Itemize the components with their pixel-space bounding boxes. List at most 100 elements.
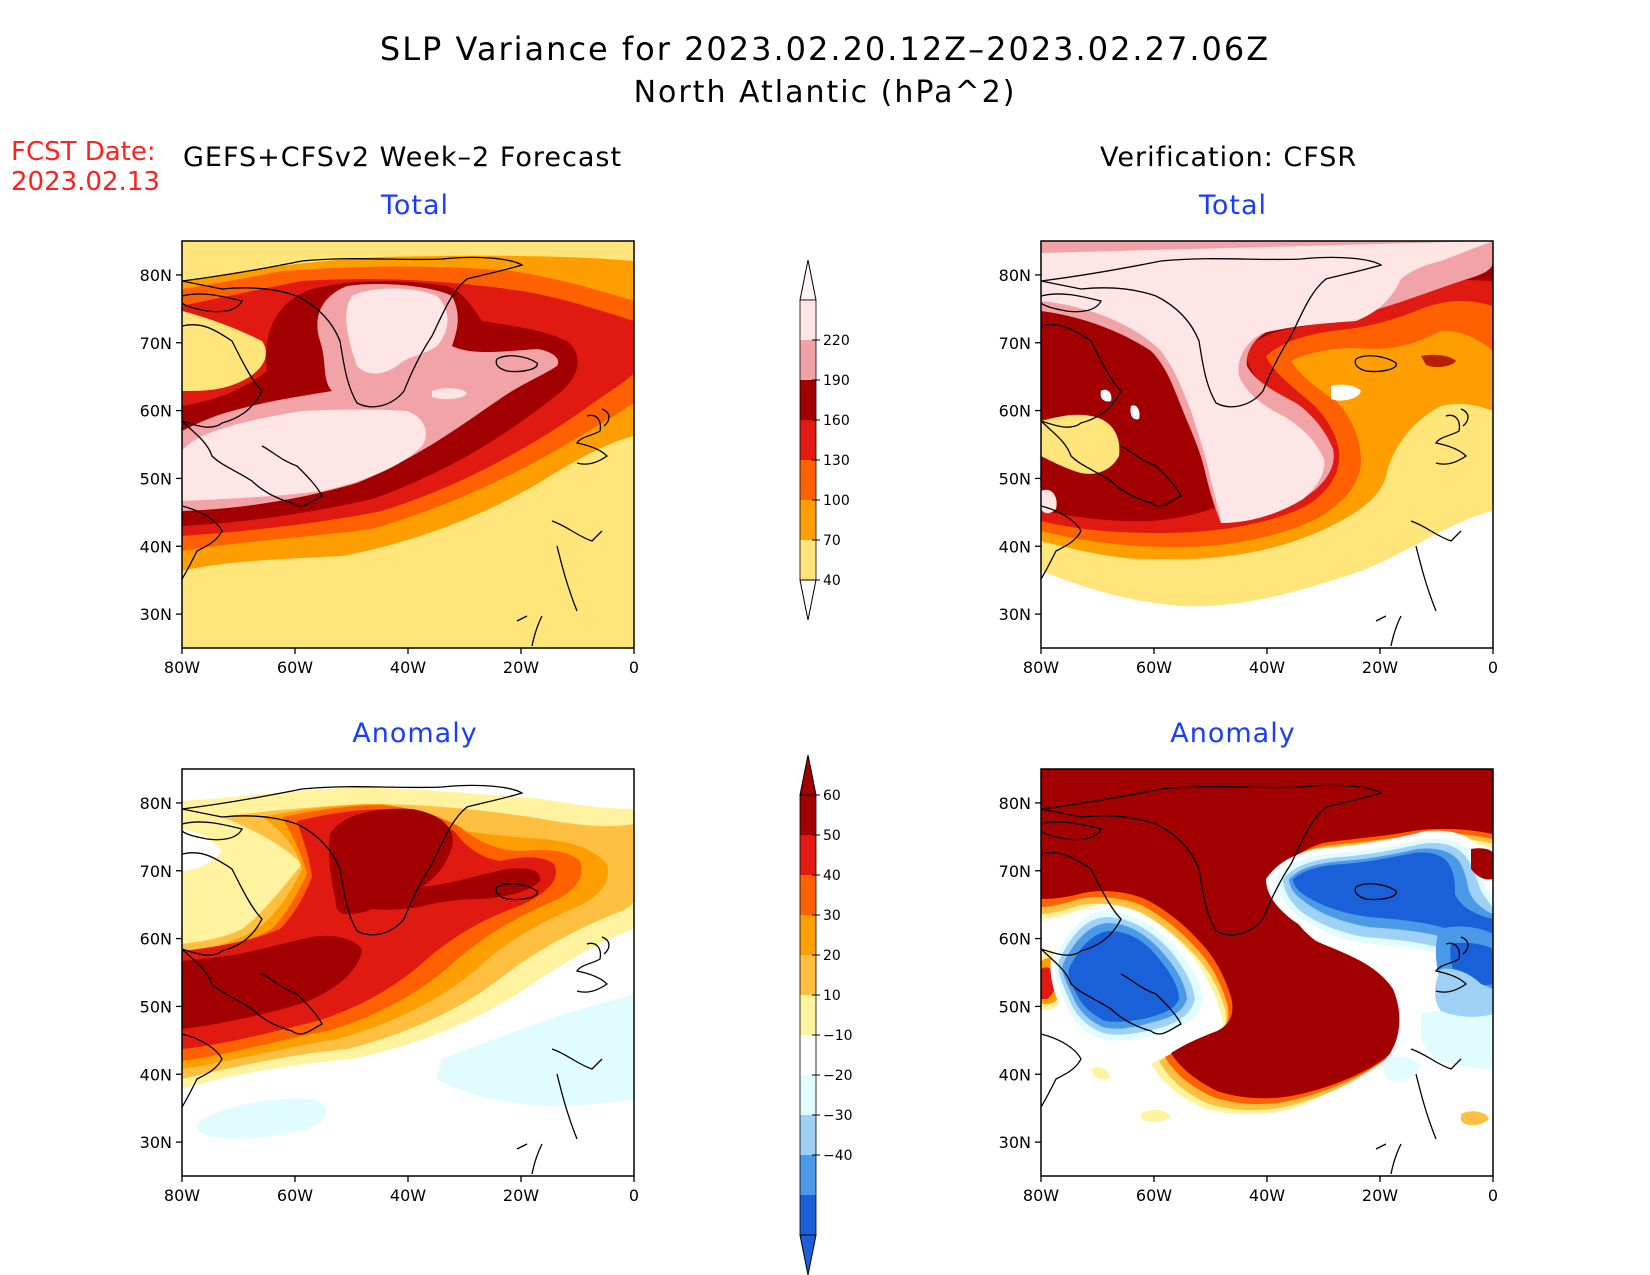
- lat-tick-label: 70N: [999, 862, 1031, 881]
- colorbar-level-label: 40: [823, 573, 841, 589]
- colorbar-level-label: −20: [823, 1068, 853, 1084]
- lat-tick-label: 30N: [999, 605, 1031, 624]
- colorbar-level-label: 60: [823, 788, 841, 804]
- lon-tick-label: 20W: [503, 1186, 539, 1205]
- verification-total-panel: 80N 70N 60N 50N 40N 30N 80W 60W 40W 20W 0: [999, 240, 1498, 677]
- colorbar-level-label: 40: [823, 868, 841, 884]
- colorbar-segment: [800, 1035, 816, 1075]
- lon-tick-label: 80W: [1023, 658, 1059, 677]
- colorbar-level-label: 10: [823, 988, 841, 1004]
- lat-tick-label: 50N: [999, 997, 1031, 1016]
- colorbar-level-label: 100: [823, 493, 850, 509]
- lon-tick-label: 0: [1488, 1186, 1498, 1205]
- total-colorbar: 220 190 160 130 100 70 40: [799, 259, 850, 621]
- verification-header: Verification: CFSR: [1100, 142, 1358, 173]
- lat-tick-label: 60N: [140, 402, 172, 421]
- lon-tick-label: 40W: [390, 658, 426, 677]
- lat-tick-label: 50N: [999, 469, 1031, 488]
- lat-tick-label: 70N: [999, 334, 1031, 353]
- lat-tick-label: 40N: [999, 537, 1031, 556]
- verification-anomaly-axes: 80N 70N 60N 50N 40N 30N 80W 60W 40W 20W 0: [999, 794, 1498, 1205]
- lat-tick-label: 40N: [999, 1065, 1031, 1084]
- lat-tick-label: 30N: [140, 605, 172, 624]
- lat-tick-label: 50N: [140, 469, 172, 488]
- lat-tick-label: 80N: [999, 266, 1031, 285]
- lon-tick-label: 0: [629, 1186, 639, 1205]
- colorbar-segment: [800, 875, 816, 915]
- lat-tick-label: 40N: [140, 1065, 172, 1084]
- lat-tick-label: 60N: [999, 402, 1031, 421]
- colorbar-level-label: −40: [823, 1148, 853, 1164]
- lat-tick-label: 70N: [140, 862, 172, 881]
- colorbar-segment: [800, 995, 816, 1035]
- lat-tick-label: 60N: [140, 930, 172, 949]
- lon-tick-label: 80W: [164, 1186, 200, 1205]
- lat-tick-label: 80N: [999, 794, 1031, 813]
- lat-tick-label: 30N: [999, 1133, 1031, 1152]
- colorbar-segment: [800, 835, 816, 875]
- colorbar-segment: [800, 955, 816, 995]
- lon-tick-label: 0: [629, 658, 639, 677]
- colorbar-segment: [800, 540, 816, 580]
- colorbar-level-label: 70: [823, 533, 841, 549]
- colorbar-segment: [800, 915, 816, 955]
- colorbar-level-label: −30: [823, 1108, 853, 1124]
- lon-tick-label: 20W: [503, 658, 539, 677]
- lon-tick-label: 60W: [277, 658, 313, 677]
- lat-tick-label: 50N: [140, 997, 172, 1016]
- colorbar-level-label: 220: [823, 333, 850, 349]
- fcst-date-label: FCST Date:: [11, 137, 156, 167]
- lon-tick-label: 40W: [1249, 658, 1285, 677]
- colorbar-level-label: 190: [823, 373, 850, 389]
- lon-tick-label: 20W: [1362, 1186, 1398, 1205]
- lat-tick-label: 70N: [140, 334, 172, 353]
- colorbar-level-label: 160: [823, 413, 850, 429]
- colorbar-segment: [800, 1075, 816, 1115]
- colorbar-segment: [800, 1195, 816, 1235]
- lon-tick-label: 20W: [1362, 658, 1398, 677]
- forecast-header: GEFS+CFSv2 Week–2 Forecast: [183, 142, 623, 173]
- lat-tick-label: 80N: [140, 266, 172, 285]
- lon-tick-label: 60W: [1136, 658, 1172, 677]
- lon-tick-label: 40W: [1249, 1186, 1285, 1205]
- colorbar-segment: [800, 460, 816, 500]
- colorbar-segment: [800, 380, 816, 420]
- colorbar-segment: [800, 1115, 816, 1155]
- verification-anomaly-panel: 80N 70N 60N 50N 40N 30N 80W 60W 40W 20W 0: [999, 768, 1498, 1205]
- fcst-date-value: 2023.02.13: [11, 167, 160, 197]
- forecast-total-panel: 80N 70N 60N 50N 40N 30N 80W 60W 40W 20W 0: [140, 240, 639, 677]
- lon-tick-label: 40W: [390, 1186, 426, 1205]
- forecast-total-axes: 80N 70N 60N 50N 40N 30N 80W 60W 40W 20W 0: [140, 266, 639, 677]
- colorbar-level-label: 50: [823, 828, 841, 844]
- colorbar-segment: [800, 420, 816, 460]
- lat-tick-label: 30N: [140, 1133, 172, 1152]
- colorbar-segment: [800, 1155, 816, 1195]
- colorbar-level-label: 20: [823, 948, 841, 964]
- lon-tick-label: 60W: [277, 1186, 313, 1205]
- chart-title: SLP Variance for 2023.02.20.12Z–2023.02.…: [379, 30, 1271, 68]
- colorbar-level-label: 130: [823, 453, 850, 469]
- colorbar-segment: [800, 795, 816, 835]
- verification-anomaly-title: Anomaly: [1170, 718, 1296, 749]
- colorbar-level-label: 30: [823, 908, 841, 924]
- colorbar-level-label: −10: [823, 1028, 853, 1044]
- anomaly-colorbar: 60 50 40 30 20 10 −10 −20 −30 −40: [799, 754, 853, 1275]
- colorbar-segment: [800, 340, 816, 380]
- verification-total-axes: 80N 70N 60N 50N 40N 30N 80W 60W 40W 20W 0: [999, 266, 1498, 677]
- forecast-anomaly-axes: 80N 70N 60N 50N 40N 30N 80W 60W 40W 20W 0: [140, 794, 639, 1205]
- forecast-total-title: Total: [380, 190, 450, 221]
- lon-tick-label: 80W: [1023, 1186, 1059, 1205]
- colorbar-segment: [800, 300, 816, 340]
- forecast-anomaly-panel: 80N 70N 60N 50N 40N 30N 80W 60W 40W 20W 0: [140, 768, 639, 1205]
- lat-tick-label: 40N: [140, 537, 172, 556]
- colorbar-segment: [800, 500, 816, 540]
- lat-tick-label: 60N: [999, 930, 1031, 949]
- forecast-anomaly-title: Anomaly: [352, 718, 478, 749]
- chart-subtitle: North Atlantic (hPa^2): [633, 75, 1017, 110]
- verification-total-title: Total: [1198, 190, 1268, 221]
- lon-tick-label: 60W: [1136, 1186, 1172, 1205]
- lon-tick-label: 0: [1488, 658, 1498, 677]
- lat-tick-label: 80N: [140, 794, 172, 813]
- lon-tick-label: 80W: [164, 658, 200, 677]
